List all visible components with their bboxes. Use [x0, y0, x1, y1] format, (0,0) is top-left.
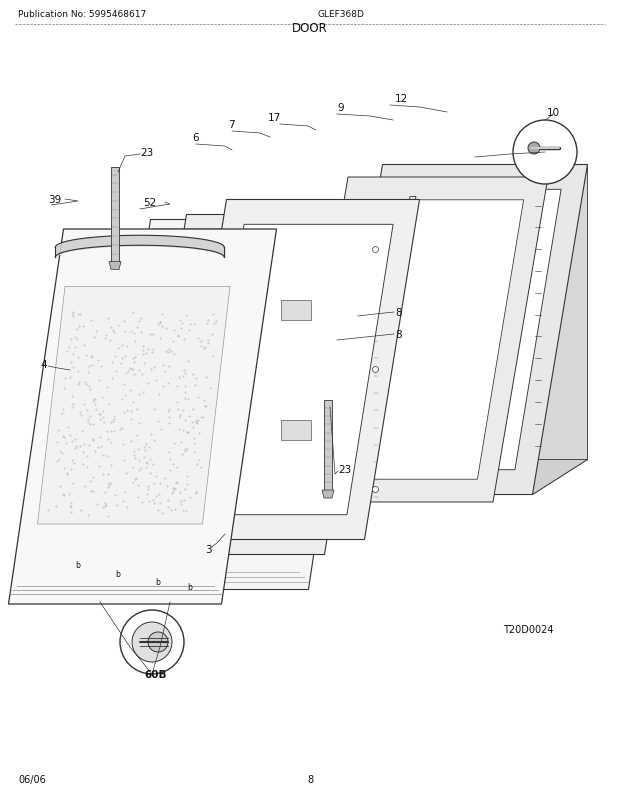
Text: 39: 39	[48, 195, 61, 205]
Text: b: b	[76, 561, 81, 569]
Circle shape	[373, 487, 378, 493]
Circle shape	[213, 367, 218, 373]
Text: 8: 8	[395, 330, 402, 339]
Polygon shape	[293, 178, 548, 502]
Text: 23: 23	[140, 148, 153, 158]
Text: 12: 12	[395, 94, 408, 104]
Text: DOOR: DOOR	[292, 22, 328, 35]
Text: 8: 8	[307, 774, 313, 784]
Text: Publication No: 5995468617: Publication No: 5995468617	[18, 10, 146, 19]
Polygon shape	[9, 229, 277, 604]
Polygon shape	[355, 197, 416, 507]
Text: 60B: 60B	[144, 669, 167, 679]
Text: 8: 8	[395, 308, 402, 318]
Polygon shape	[109, 262, 121, 270]
Polygon shape	[198, 225, 393, 515]
Polygon shape	[322, 490, 334, 498]
Text: 7: 7	[228, 119, 234, 130]
Text: 9: 9	[337, 103, 343, 113]
Text: 23: 23	[338, 464, 352, 475]
Polygon shape	[354, 190, 561, 470]
Text: 06/06: 06/06	[18, 774, 46, 784]
Polygon shape	[327, 460, 588, 495]
Text: 4: 4	[40, 359, 46, 370]
Circle shape	[148, 632, 168, 652]
Polygon shape	[327, 165, 588, 495]
Text: 52: 52	[143, 198, 156, 208]
Text: 10: 10	[547, 107, 560, 118]
Circle shape	[373, 247, 378, 253]
Polygon shape	[280, 420, 311, 440]
Text: GLEF368D: GLEF368D	[318, 10, 365, 19]
Polygon shape	[317, 200, 524, 480]
Text: T20D0024: T20D0024	[503, 624, 554, 634]
Text: 3: 3	[205, 545, 211, 554]
Polygon shape	[158, 240, 353, 530]
Circle shape	[528, 143, 540, 155]
Circle shape	[513, 121, 577, 184]
Polygon shape	[131, 215, 379, 555]
Circle shape	[213, 487, 218, 493]
Polygon shape	[37, 287, 230, 525]
Circle shape	[120, 610, 184, 674]
Polygon shape	[111, 168, 119, 262]
Polygon shape	[172, 200, 420, 540]
Polygon shape	[280, 300, 311, 320]
Circle shape	[132, 622, 172, 662]
Text: b: b	[156, 577, 161, 587]
Circle shape	[213, 247, 218, 253]
Text: 6: 6	[192, 133, 198, 143]
Polygon shape	[334, 207, 395, 516]
Text: b: b	[115, 569, 120, 579]
Polygon shape	[324, 400, 332, 490]
Text: 17: 17	[268, 113, 281, 123]
Polygon shape	[95, 221, 363, 589]
Text: b: b	[188, 583, 192, 592]
Polygon shape	[533, 165, 588, 495]
Circle shape	[373, 367, 378, 373]
Polygon shape	[312, 217, 373, 527]
